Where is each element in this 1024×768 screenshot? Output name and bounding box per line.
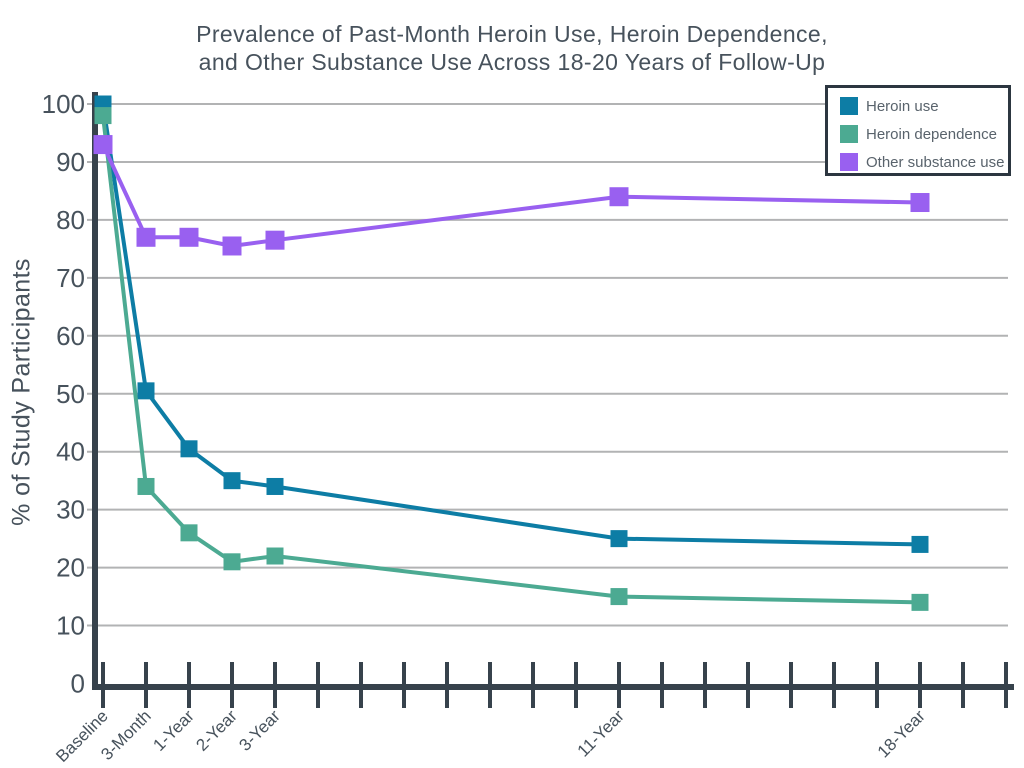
x-tick-label-11-year: 11-Year [574, 706, 628, 760]
legend-swatch-other-substance-use [840, 153, 858, 171]
legend-label-heroin-dependence: Heroin dependence [866, 126, 997, 143]
marker-heroin-dependence-18-year [911, 593, 929, 611]
y-tick-label-90: 90 [56, 147, 85, 177]
series-line-other-substance-use [101, 143, 921, 249]
y-tick-label-100: 100 [42, 89, 85, 119]
marker-other-substance-use-3-year [265, 230, 285, 250]
series-line-heroin-dependence [101, 115, 921, 605]
marker-other-substance-use-18-year [910, 193, 930, 213]
y-tick-label-70: 70 [56, 263, 85, 293]
x-tick-label-2-year: 2-Year [192, 706, 241, 755]
marker-heroin-use-1-year [180, 440, 198, 458]
y-tick-label-40: 40 [56, 437, 85, 467]
marker-heroin-dependence-1-year [180, 524, 198, 542]
y-tick-label-20: 20 [56, 553, 85, 583]
chart-title-line1: Prevalence of Past-Month Heroin Use, Her… [196, 21, 828, 47]
y-tick-label-60: 60 [56, 321, 85, 351]
y-tick-label-0: 0 [71, 669, 85, 699]
marker-other-substance-use-2-year [222, 236, 242, 256]
y-tick-label-30: 30 [56, 495, 85, 525]
marker-other-substance-use-3-month [136, 227, 156, 247]
x-tick-label-18-year: 18-Year [874, 706, 929, 761]
chart-title: Prevalence of Past-Month Heroin Use, Her… [0, 20, 1024, 76]
marker-heroin-use-3-year [266, 477, 284, 495]
marker-heroin-use-2-year [223, 472, 241, 490]
y-tick-label-50: 50 [56, 379, 85, 409]
y-tick-label-10: 10 [56, 611, 85, 641]
marker-heroin-use-11-year [610, 530, 628, 548]
y-tick-label-80: 80 [56, 205, 85, 235]
marker-heroin-dependence-11-year [610, 588, 628, 606]
legend-label-other-substance-use: Other substance use [866, 154, 1004, 171]
marker-heroin-dependence-baseline [94, 107, 112, 125]
marker-other-substance-use-baseline [93, 135, 113, 155]
marker-other-substance-use-1-year [179, 227, 199, 247]
x-tick-label-3-year: 3-Year [235, 706, 284, 755]
marker-heroin-dependence-3-month [137, 477, 155, 495]
legend-swatch-heroin-use [840, 97, 858, 115]
marker-heroin-use-18-year [911, 535, 929, 553]
x-tick-label-1-year: 1-Year [149, 706, 198, 755]
legend-label-heroin-use: Heroin use [866, 98, 939, 115]
legend-swatch-heroin-dependence [840, 125, 858, 143]
marker-heroin-dependence-3-year [266, 547, 284, 565]
marker-other-substance-use-11-year [609, 187, 629, 207]
marker-heroin-use-3-month [137, 382, 155, 400]
chart-title-line2: and Other Substance Use Across 18-20 Yea… [198, 49, 826, 75]
marker-heroin-dependence-2-year [223, 553, 241, 571]
